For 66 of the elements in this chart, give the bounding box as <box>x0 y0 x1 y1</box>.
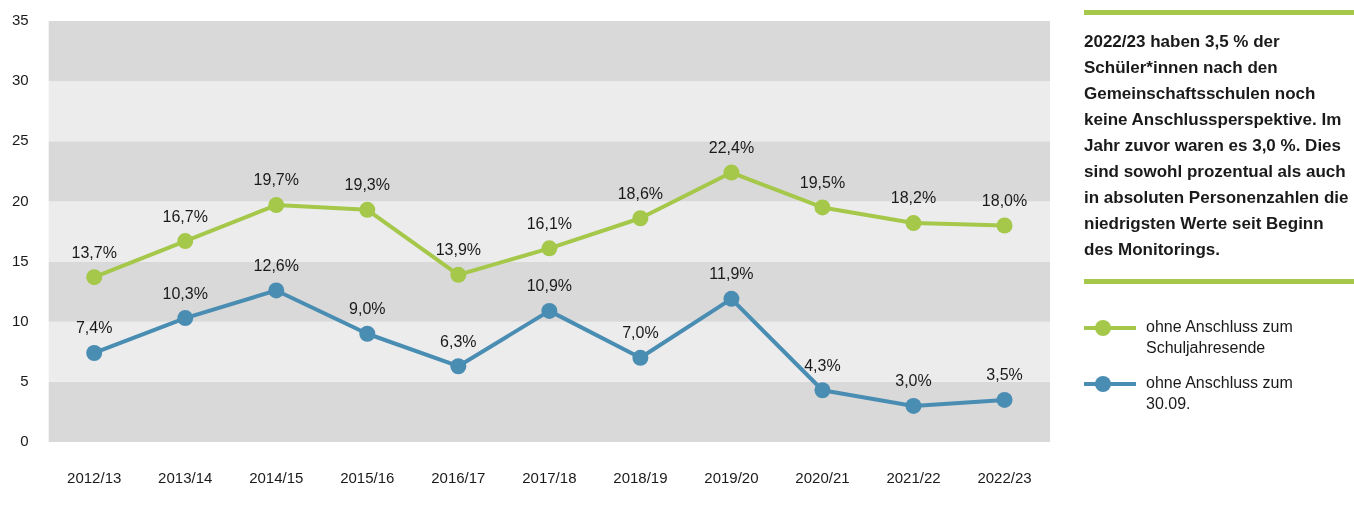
data-label: 13,7% <box>71 243 117 261</box>
y-tick-label: 15 <box>12 251 29 269</box>
x-tick-label: 2022/23 <box>977 469 1032 487</box>
data-label: 4,3% <box>804 356 841 374</box>
point <box>541 302 558 319</box>
x-tick-label: 2014/15 <box>249 469 304 487</box>
x-tick-label: 2019/20 <box>704 469 759 487</box>
data-label: 10,9% <box>526 277 573 295</box>
x-tick-label: 2013/14 <box>158 469 213 487</box>
x-tick-label: 2020/21 <box>795 469 850 487</box>
data-label: 19,3% <box>344 176 390 194</box>
point <box>905 397 922 414</box>
y-tick-label: 35 <box>12 11 29 29</box>
text: 2022/23 haben 3,5 % der Schüler*innen nach den Gemeinschaftsschulen noch keine Anschlussperspektive. Im Jahr zuvor waren es 3,0 %. Dies sind sowohl prozentual als auch in absoluten Personenzahlen die niedrigsten Werte seit Beginn des Monitorings. <box>1084 32 1349 259</box>
data-label: 3,5% <box>986 366 1023 384</box>
x-tick-label: 2015/16 <box>340 469 395 487</box>
legend-label: ohne Anschluss zum Schuljahresende <box>1146 317 1294 358</box>
point <box>632 349 649 366</box>
point <box>814 382 831 399</box>
data-label: 16,7% <box>162 207 208 225</box>
point <box>723 290 740 307</box>
data-label: 18,2% <box>890 189 937 207</box>
point <box>86 344 103 361</box>
x-tick-label: 2018/19 <box>613 469 668 487</box>
y-tick-label: 5 <box>20 372 29 389</box>
point <box>541 240 558 257</box>
y-tick-label: 20 <box>12 191 29 209</box>
y-tick-label: 10 <box>12 311 29 329</box>
data-label: 19,7% <box>253 171 299 189</box>
point <box>359 325 376 342</box>
data-label: 16,1% <box>526 214 573 232</box>
point <box>450 358 467 375</box>
data-label: 3,0% <box>895 372 932 390</box>
data-label: 18,0% <box>981 191 1028 209</box>
y-tick-label: 30 <box>12 71 29 89</box>
y-tick-label: 0 <box>20 432 29 450</box>
point <box>177 233 194 250</box>
legend-label: ohne Anschluss zum 30.09. <box>1146 373 1294 414</box>
point <box>905 215 922 232</box>
point <box>814 199 831 216</box>
point <box>268 197 285 214</box>
data-label: 18,6% <box>617 184 664 202</box>
point <box>177 310 194 327</box>
data-label: 19,5% <box>799 173 846 191</box>
data-label: 12,6% <box>253 256 299 274</box>
data-label: 22,4% <box>708 138 755 156</box>
x-tick-label: 2012/13 <box>67 469 122 487</box>
data-label: 13,9% <box>435 241 482 259</box>
point <box>359 201 376 218</box>
data-label: 10,3% <box>162 284 208 302</box>
x-tick-label: 2017/18 <box>522 469 577 487</box>
point <box>996 217 1013 234</box>
point <box>723 164 740 181</box>
data-label: 11,9% <box>709 265 754 283</box>
data-label: 7,0% <box>622 324 659 342</box>
data-label: 6,3% <box>440 332 477 350</box>
data-label: 7,4% <box>75 319 113 337</box>
y-tick-label: 25 <box>12 131 29 149</box>
data-label: 9,0% <box>349 300 386 318</box>
x-tick-label: 2021/22 <box>886 469 941 487</box>
point <box>450 266 467 283</box>
point <box>632 210 649 227</box>
x-tick-label: 2016/17 <box>431 469 486 487</box>
point <box>86 269 103 286</box>
point <box>996 391 1013 408</box>
point <box>268 282 285 299</box>
